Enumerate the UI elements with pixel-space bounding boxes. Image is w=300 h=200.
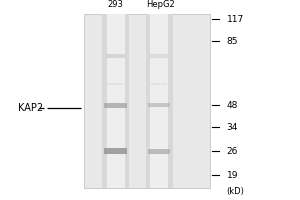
Text: HepG2: HepG2 xyxy=(146,0,175,9)
Bar xyxy=(150,14,168,188)
Bar xyxy=(148,103,170,107)
Text: 293: 293 xyxy=(108,0,123,9)
Bar xyxy=(104,102,127,108)
Bar xyxy=(102,14,129,188)
Bar xyxy=(104,148,127,154)
Bar xyxy=(84,14,210,188)
Text: 26: 26 xyxy=(226,146,238,156)
Bar xyxy=(106,14,124,188)
Text: (kD): (kD) xyxy=(226,187,244,196)
Text: 34: 34 xyxy=(226,122,238,132)
Bar xyxy=(150,54,169,58)
Bar xyxy=(146,14,172,188)
Text: 85: 85 xyxy=(226,36,238,46)
Text: 48: 48 xyxy=(226,100,238,110)
Bar xyxy=(151,83,167,85)
Bar xyxy=(106,54,125,58)
Text: KAP2: KAP2 xyxy=(18,103,43,113)
Bar xyxy=(107,83,124,85)
Text: 19: 19 xyxy=(226,170,238,180)
Bar xyxy=(148,148,170,154)
Text: 117: 117 xyxy=(226,15,244,23)
